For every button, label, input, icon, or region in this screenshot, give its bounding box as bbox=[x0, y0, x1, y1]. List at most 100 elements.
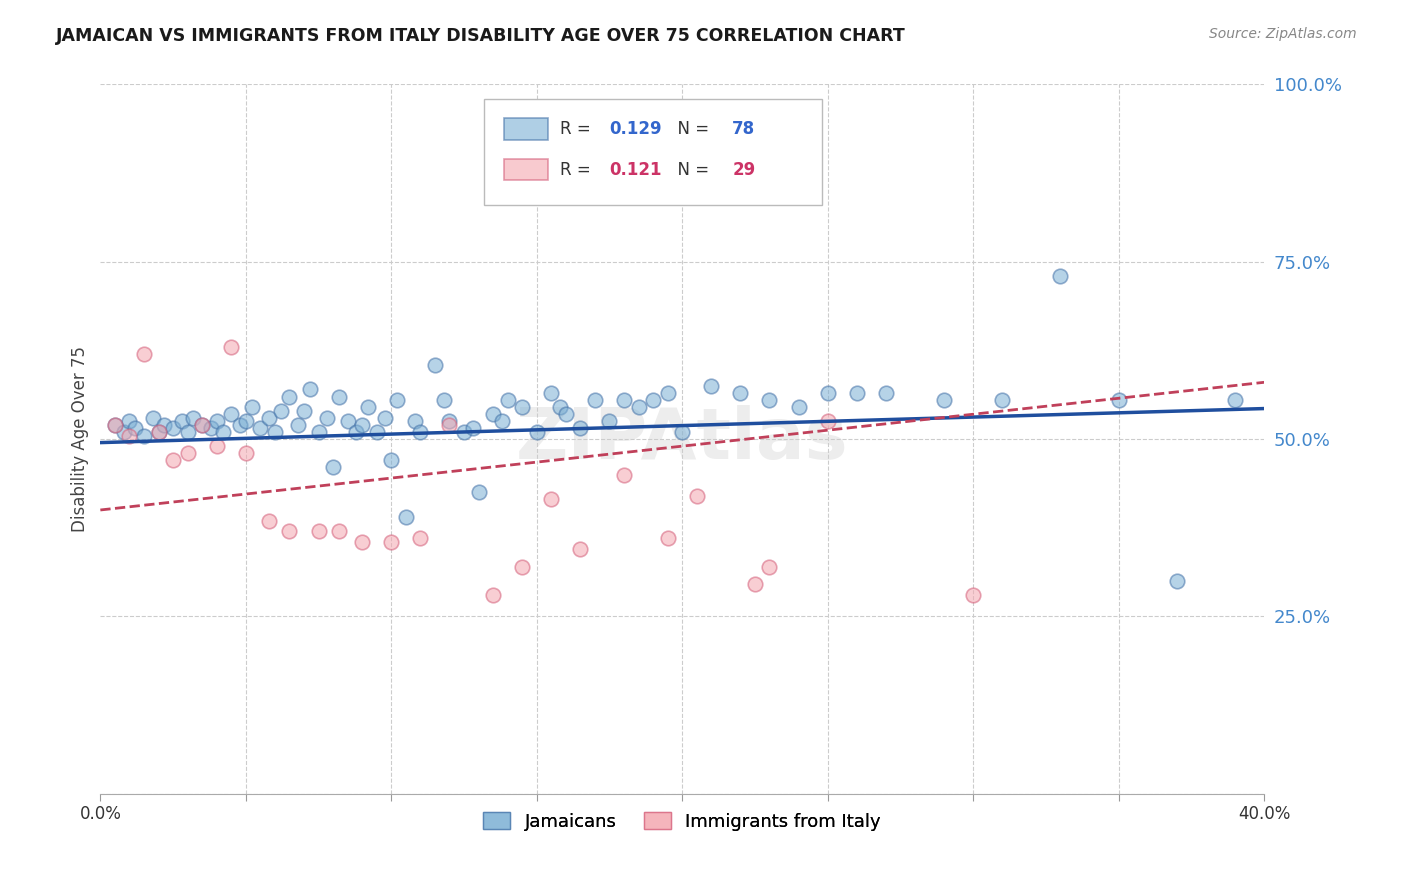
Point bbox=[380, 453, 402, 467]
Point bbox=[569, 541, 592, 556]
Point bbox=[153, 417, 176, 432]
Point bbox=[787, 400, 810, 414]
Point bbox=[758, 559, 780, 574]
Point bbox=[328, 524, 350, 539]
Point bbox=[467, 485, 489, 500]
Point bbox=[385, 392, 408, 407]
FancyBboxPatch shape bbox=[485, 99, 823, 205]
Point bbox=[148, 425, 170, 439]
Point bbox=[352, 535, 374, 549]
Point bbox=[219, 407, 242, 421]
Point bbox=[162, 421, 184, 435]
Y-axis label: Disability Age Over 75: Disability Age Over 75 bbox=[72, 346, 89, 532]
Point bbox=[229, 417, 252, 432]
Point bbox=[249, 421, 271, 435]
Text: ZIPAtlas: ZIPAtlas bbox=[516, 405, 849, 474]
Point bbox=[235, 446, 257, 460]
Point bbox=[200, 421, 222, 435]
Point bbox=[257, 514, 280, 528]
Text: 29: 29 bbox=[733, 161, 755, 178]
Point bbox=[374, 410, 396, 425]
Point bbox=[308, 425, 330, 439]
Point bbox=[991, 392, 1014, 407]
Point bbox=[496, 392, 519, 407]
Point bbox=[554, 407, 576, 421]
Point bbox=[627, 400, 650, 414]
Point bbox=[366, 425, 388, 439]
Point bbox=[1166, 574, 1188, 588]
Point bbox=[191, 417, 214, 432]
Point bbox=[211, 425, 233, 439]
Point bbox=[142, 410, 165, 425]
Point bbox=[278, 524, 301, 539]
Point bbox=[278, 390, 301, 404]
Point bbox=[132, 428, 155, 442]
Point bbox=[491, 414, 513, 428]
Point bbox=[219, 340, 242, 354]
Point bbox=[526, 425, 548, 439]
Point bbox=[112, 425, 135, 439]
Point bbox=[162, 453, 184, 467]
Point bbox=[962, 588, 984, 602]
Point bbox=[344, 425, 367, 439]
Text: 0.121: 0.121 bbox=[609, 161, 661, 178]
Text: 0.129: 0.129 bbox=[609, 120, 661, 138]
Point bbox=[540, 386, 562, 401]
Point bbox=[686, 489, 709, 503]
Point bbox=[657, 532, 679, 546]
Point bbox=[104, 417, 127, 432]
Text: N =: N = bbox=[666, 161, 714, 178]
Point bbox=[264, 425, 287, 439]
Text: R =: R = bbox=[560, 161, 596, 178]
Point bbox=[482, 588, 505, 602]
Point bbox=[148, 425, 170, 439]
Point bbox=[257, 410, 280, 425]
Text: Source: ZipAtlas.com: Source: ZipAtlas.com bbox=[1209, 27, 1357, 41]
Point bbox=[439, 414, 461, 428]
Point bbox=[510, 400, 533, 414]
Point bbox=[461, 421, 484, 435]
Point bbox=[453, 425, 475, 439]
Point bbox=[932, 392, 955, 407]
Point bbox=[1049, 268, 1071, 283]
Point bbox=[657, 386, 679, 401]
Point bbox=[744, 577, 766, 591]
Point bbox=[510, 559, 533, 574]
Point bbox=[404, 414, 426, 428]
Point bbox=[352, 417, 374, 432]
Point bbox=[205, 414, 228, 428]
Point bbox=[700, 379, 723, 393]
Point bbox=[1108, 392, 1130, 407]
Point bbox=[1223, 392, 1246, 407]
Point bbox=[395, 510, 418, 524]
Point bbox=[730, 386, 752, 401]
Text: N =: N = bbox=[666, 120, 714, 138]
Point bbox=[240, 400, 263, 414]
FancyBboxPatch shape bbox=[505, 159, 548, 180]
Point bbox=[598, 414, 620, 428]
FancyBboxPatch shape bbox=[505, 119, 548, 140]
Point bbox=[104, 417, 127, 432]
Point bbox=[322, 460, 344, 475]
Point bbox=[328, 390, 350, 404]
Point bbox=[205, 439, 228, 453]
Point bbox=[409, 425, 432, 439]
Point bbox=[643, 392, 665, 407]
Point bbox=[292, 403, 315, 417]
Point bbox=[183, 410, 205, 425]
Point bbox=[170, 414, 193, 428]
Point bbox=[118, 428, 141, 442]
Point bbox=[336, 414, 359, 428]
Point bbox=[316, 410, 339, 425]
Point bbox=[191, 417, 214, 432]
Point bbox=[298, 383, 321, 397]
Legend: Jamaicans, Immigrants from Italy: Jamaicans, Immigrants from Italy bbox=[477, 805, 889, 838]
Point bbox=[433, 392, 456, 407]
Point bbox=[409, 532, 432, 546]
Point bbox=[380, 535, 402, 549]
Point bbox=[613, 467, 636, 482]
Point bbox=[132, 347, 155, 361]
Point bbox=[613, 392, 636, 407]
Point bbox=[875, 386, 897, 401]
Point bbox=[671, 425, 693, 439]
